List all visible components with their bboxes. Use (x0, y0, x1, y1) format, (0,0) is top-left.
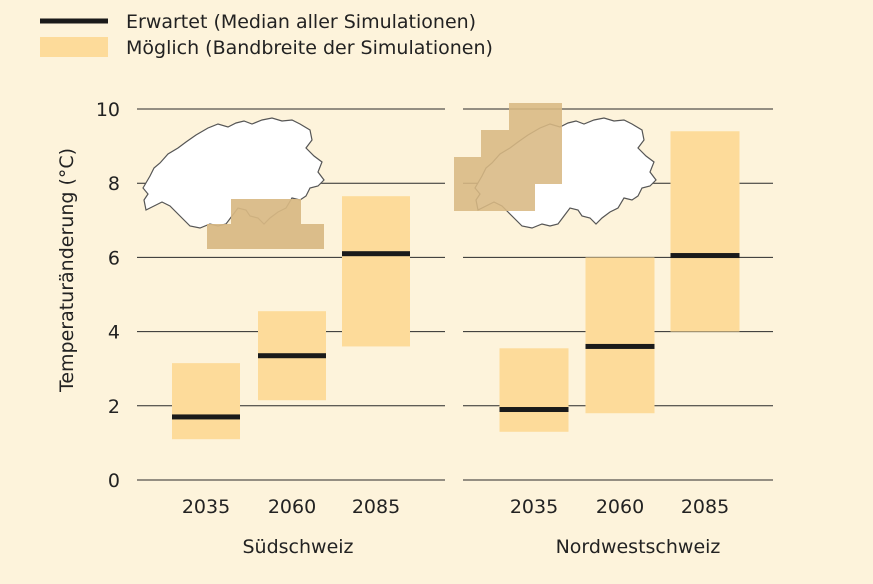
median-line (499, 407, 569, 413)
median-line (172, 414, 240, 420)
range-band (342, 196, 410, 347)
range-band (585, 257, 655, 414)
x-tick-label: 2060 (596, 496, 644, 518)
legend-swatch-median (40, 18, 108, 24)
legend: Erwartet (Median aller Simulationen) Mögl… (40, 11, 493, 59)
median-line (258, 353, 326, 359)
panels: 2035 2060 2085 Südschweiz 2035 2060 2085 Nordwe… (137, 103, 773, 558)
y-tick-label: 0 (108, 470, 120, 492)
x-tick-label: 2035 (510, 496, 558, 518)
legend-label: Erwartet (Median aller Simulationen) (126, 11, 476, 33)
panel-title: Nordwestschweiz (556, 536, 721, 558)
panel-northwest: 2035 2060 2085 Nordwestschweiz (454, 103, 773, 558)
y-tick-label: 6 (108, 247, 120, 269)
panel-south: 2035 2060 2085 Südschweiz (137, 108, 445, 558)
x-tick-label: 2060 (268, 496, 316, 518)
y-axis-title: Temperaturänderung (°C) (56, 148, 78, 393)
y-tick-label: 10 (96, 99, 120, 121)
range-band (499, 348, 569, 432)
range-band (172, 363, 240, 440)
y-tick-label: 4 (108, 322, 120, 344)
y-tick-label: 8 (108, 173, 120, 195)
range-band (670, 131, 740, 332)
x-tick-label: 2035 (182, 496, 230, 518)
legend-label: Möglich (Bandbreite der Simulationen) (126, 37, 493, 59)
x-tick-label: 2085 (352, 496, 400, 518)
switzerland-map-northwest-icon (454, 103, 657, 229)
median-line (585, 343, 655, 349)
y-axis: 0 2 4 6 8 10 Temperaturänderung (°C) (56, 99, 120, 492)
panel-title: Südschweiz (242, 536, 353, 558)
median-line (670, 253, 740, 259)
x-tick-label: 2085 (681, 496, 729, 518)
median-line (342, 251, 410, 257)
legend-swatch-band (40, 37, 108, 57)
switzerland-map-south-icon (142, 117, 325, 249)
y-tick-label: 2 (108, 396, 120, 418)
